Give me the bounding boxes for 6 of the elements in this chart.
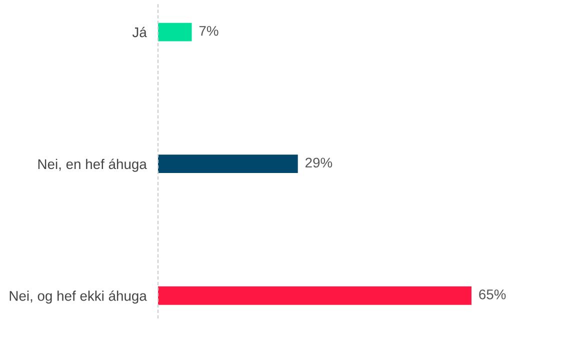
data-label: 29% xyxy=(306,158,332,168)
y-tick-label: Nei, og hef ekki áhuga xyxy=(10,290,147,304)
data-label: 65% xyxy=(479,289,506,300)
data-label: 7% xyxy=(199,26,218,36)
y-tick-label: Já xyxy=(132,26,147,38)
y-tick-label: Nei, en hef áhuga xyxy=(38,158,147,172)
